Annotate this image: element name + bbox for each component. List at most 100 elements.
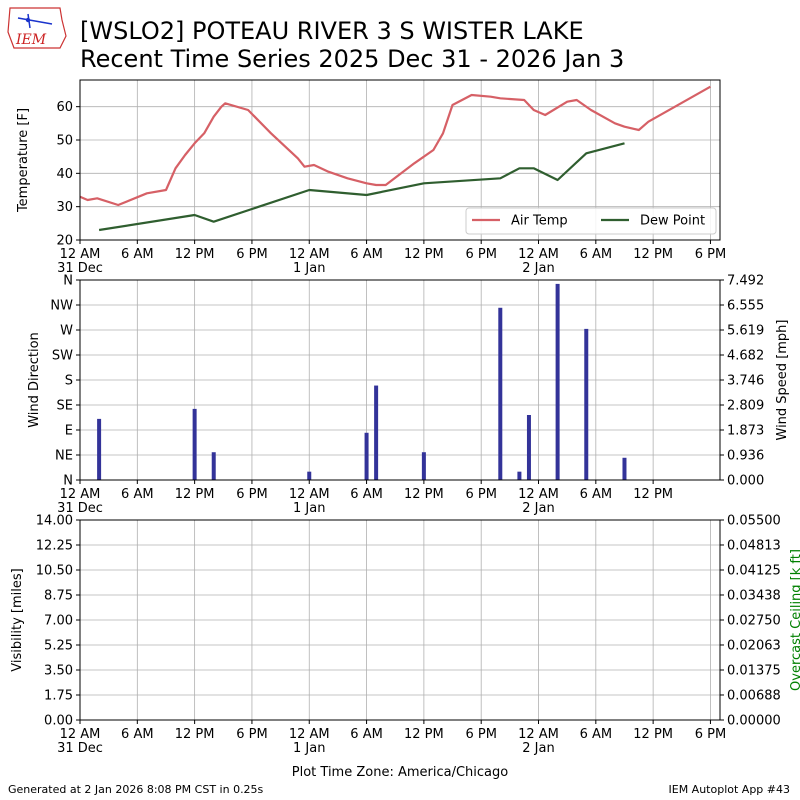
y-tick-label: SE (57, 399, 73, 414)
x-tick-label: 6 AM (121, 487, 154, 502)
y-tick-label: 5.25 (44, 639, 73, 654)
x-tick-label: 12 AM (518, 247, 559, 262)
x-tick-label: 12 AM (60, 247, 101, 262)
x-tick-date-label: 31 Dec (57, 741, 103, 756)
x-tick-label: 6 AM (580, 487, 613, 502)
wind-bar (374, 385, 379, 480)
y-tick-label: SW (52, 349, 73, 364)
y2-tick-label: 0.00000 (727, 714, 781, 729)
y2-tick-label: 5.619 (727, 324, 764, 339)
footer-generated: Generated at 2 Jan 2026 8:08 PM CST in 0… (8, 783, 264, 796)
y-tick-label: 60 (56, 100, 73, 115)
x-tick-label: 6 AM (580, 727, 613, 742)
y2-tick-label: 6.555 (727, 299, 764, 314)
y-tick-label: 3.50 (44, 664, 73, 679)
footer-app: IEM Autoplot App #43 (668, 783, 791, 796)
chart-title: [WSLO2] POTEAU RIVER 3 S WISTER LAKE (80, 17, 584, 45)
y2-tick-label: 2.809 (727, 399, 764, 414)
y2-tick-label: 1.873 (727, 424, 764, 439)
y-tick-label: 10.50 (36, 564, 73, 579)
x-tick-label: 12 PM (404, 727, 444, 742)
x-tick-label: 6 AM (350, 247, 383, 262)
y2-tick-label: 0.03438 (727, 588, 781, 603)
wind-bar (307, 471, 312, 480)
y-tick-label: 14.00 (36, 514, 73, 529)
x-tick-label: 6 PM (465, 727, 496, 742)
iem-logo-icon (7, 7, 67, 49)
x-tick-label: 6 PM (236, 487, 267, 502)
x-tick-label: 12 AM (289, 727, 330, 742)
y-tick-label: 12.25 (36, 539, 73, 554)
wind-bar (97, 418, 102, 480)
x-tick-label: 6 AM (580, 247, 613, 262)
y-tick-label: E (65, 424, 73, 439)
x-tick-label: 12 PM (404, 247, 444, 262)
x-tick-label: 6 PM (465, 487, 496, 502)
y-tick-label: N (63, 274, 73, 289)
x-tick-date-label: 2 Jan (522, 501, 554, 516)
x-tick-label: 12 PM (175, 727, 215, 742)
x-tick-date-label: 1 Jan (293, 261, 325, 276)
y2-tick-label: 0.05500 (727, 514, 781, 529)
y-axis-label: Wind Direction (27, 332, 42, 428)
y-tick-label: N (63, 474, 73, 489)
wind-bar (192, 408, 197, 480)
x-tick-label: 6 PM (695, 247, 726, 262)
x-tick-label: 12 PM (175, 247, 215, 262)
y2-tick-label: 0.000 (727, 474, 764, 489)
wind-bar (517, 471, 522, 480)
x-tick-date-label: 31 Dec (57, 261, 103, 276)
y2-axis-label: Overcast Ceiling [k ft] (789, 549, 800, 691)
y-tick-label: 8.75 (44, 589, 73, 604)
y-tick-label: W (60, 324, 73, 339)
y2-tick-label: 0.00688 (727, 688, 781, 703)
x-tick-label: 12 AM (518, 487, 559, 502)
y2-tick-label: 4.682 (727, 349, 764, 364)
x-tick-label: 12 PM (633, 247, 673, 262)
y-tick-label: 7.00 (44, 614, 73, 629)
y-tick-label: S (65, 374, 73, 389)
y-tick-label: NW (50, 299, 73, 314)
y2-tick-label: 0.936 (727, 449, 764, 464)
y-tick-label: 50 (56, 134, 73, 149)
wind-bar (584, 328, 589, 480)
x-axis-label: Plot Time Zone: America/Chicago (292, 765, 508, 780)
y2-tick-label: 3.746 (727, 374, 764, 389)
x-tick-label: 12 AM (289, 247, 330, 262)
wind-bar (364, 432, 369, 480)
x-tick-label: 6 PM (465, 247, 496, 262)
x-tick-date-label: 1 Jan (293, 501, 325, 516)
chart-subtitle: Recent Time Series 2025 Dec 31 - 2026 Ja… (80, 45, 625, 73)
wind-bar (421, 452, 426, 480)
wind-bar (555, 283, 560, 480)
y2-tick-label: 0.02750 (727, 614, 781, 629)
x-tick-label: 6 PM (695, 727, 726, 742)
x-tick-label: 6 PM (236, 247, 267, 262)
wind-bar (526, 415, 531, 480)
x-tick-label: 12 AM (289, 487, 330, 502)
x-tick-label: 6 AM (350, 727, 383, 742)
x-tick-label: 12 PM (404, 487, 444, 502)
legend: Air Temp Dew Point (465, 207, 717, 235)
x-tick-label: 12 PM (633, 727, 673, 742)
y2-tick-label: 0.04125 (727, 564, 781, 579)
y-tick-label: NE (55, 449, 73, 464)
x-tick-date-label: 31 Dec (57, 501, 103, 516)
x-tick-date-label: 1 Jan (293, 741, 325, 756)
legend-box (465, 207, 717, 235)
y-tick-label: 30 (56, 200, 73, 215)
y-tick-label: 1.75 (44, 689, 73, 704)
x-tick-date-label: 2 Jan (522, 741, 554, 756)
x-tick-label: 12 PM (633, 487, 673, 502)
y-axis-label: Temperature [F] (16, 108, 31, 213)
x-tick-label: 6 AM (121, 727, 154, 742)
x-tick-date-label: 2 Jan (522, 261, 554, 276)
plot-frame (79, 79, 721, 241)
wind-bar (622, 457, 627, 480)
y-tick-label: 20 (56, 234, 73, 249)
y-tick-label: 40 (56, 167, 73, 182)
